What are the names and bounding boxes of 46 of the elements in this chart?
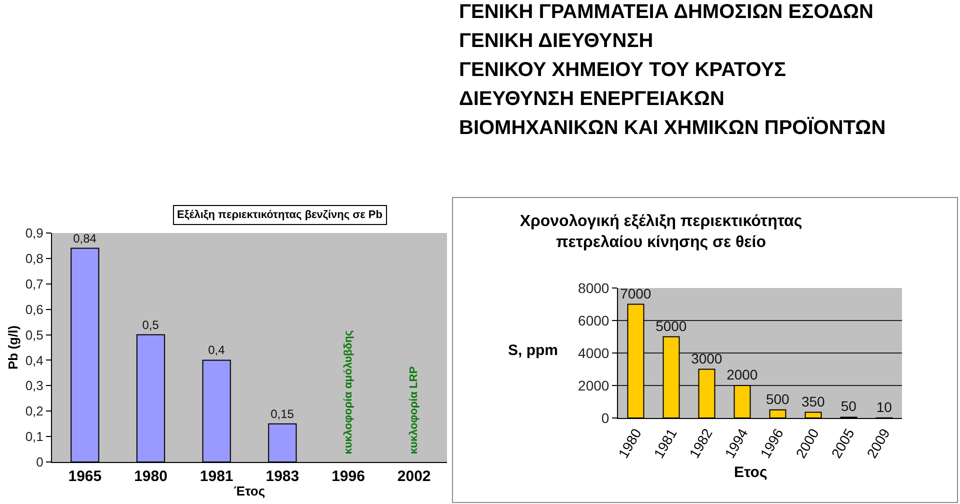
chart-title: Εξέλιξη περιεκτικότητας βενζίνης σε Pb	[177, 209, 383, 221]
x-axis-title: Έτος	[234, 484, 266, 499]
y-tick-label: 0,7	[25, 276, 44, 292]
data-label: 5000	[656, 318, 687, 334]
y-tick-label: 0,4	[25, 352, 44, 368]
annotation: κυκλοφορία αμόλυβδης	[342, 330, 354, 454]
data-label: 7000	[620, 285, 652, 302]
y-axis-title: Pb (g/l)	[5, 325, 20, 370]
data-label: 500	[766, 390, 790, 407]
data-label: 2000	[726, 366, 758, 382]
y-tick-label: 6000	[578, 312, 610, 328]
y-axis-title: S, ppm	[508, 342, 558, 359]
y-tick-label: 0,9	[25, 226, 44, 241]
x-tick-label: 1996	[332, 468, 365, 485]
y-tick-label: 0,5	[25, 327, 44, 342]
x-tick-label: 1980	[134, 468, 168, 485]
y-tick-label: 0,2	[25, 404, 44, 419]
x-tick-label: 1983	[266, 468, 300, 485]
x-tick-label: 1981	[200, 468, 234, 485]
x-axis-title: Ετος	[734, 464, 768, 481]
text: ΓΕΝΙΚΗ ΓΡΑΜΜΑΤΕΙΑ ΔΗΜΟΣΙΩΝ ΕΣΟΔΩΝ	[459, 0, 874, 25]
data-label: 0,15	[270, 406, 294, 421]
text: ΓΕΝΙΚΗ ΔΙΕΥΘΥΝΣΗ	[459, 29, 654, 54]
data-label: 3000	[691, 350, 722, 366]
y-tick-label: 0	[601, 410, 610, 426]
y-tick-label: 0,3	[25, 378, 44, 394]
text: ΒΙΟΜΗΧΑΝΙΚΩΝ ΚΑΙ ΧΗΜΙΚΩΝ ΠΡΟΪΟΝΤΩΝ	[459, 116, 887, 141]
data-label: 350	[801, 393, 826, 410]
y-tick-label: 0,1	[25, 429, 44, 444]
y-tick-label: 0,8	[25, 250, 44, 266]
text: ΓΕΝΙΚΟΥ ΧΗΜΕΙΟΥ ΤΟΥ ΚΡΑΤΟΥΣ	[459, 58, 788, 83]
annotation: κυκλοφορία LRP	[408, 366, 420, 454]
data-label: 0,5	[142, 318, 160, 332]
x-tick-label: 2002	[397, 468, 431, 485]
data-label: 50	[840, 398, 857, 414]
x-tick-label: 1965	[68, 468, 102, 485]
chart-title: Χρονολογική εξέλιξη περιεκτικότητας πετρελαίου κίνησης σε θείο	[520, 213, 802, 251]
data-label: 0,84	[73, 231, 97, 246]
y-tick-label: 2000	[578, 377, 610, 394]
data-label: 0,4	[208, 343, 226, 358]
y-tick-label: 0	[36, 454, 44, 470]
y-tick-label: 4000	[578, 344, 610, 361]
text: ΔΙΕΥΘΥΝΣΗ ΕΝΕΡΓΕΙΑΚΩΝ	[459, 87, 726, 112]
y-tick-label: 0,6	[25, 302, 44, 317]
y-tick-label: 8000	[578, 280, 610, 296]
data-label: 10	[876, 398, 892, 415]
